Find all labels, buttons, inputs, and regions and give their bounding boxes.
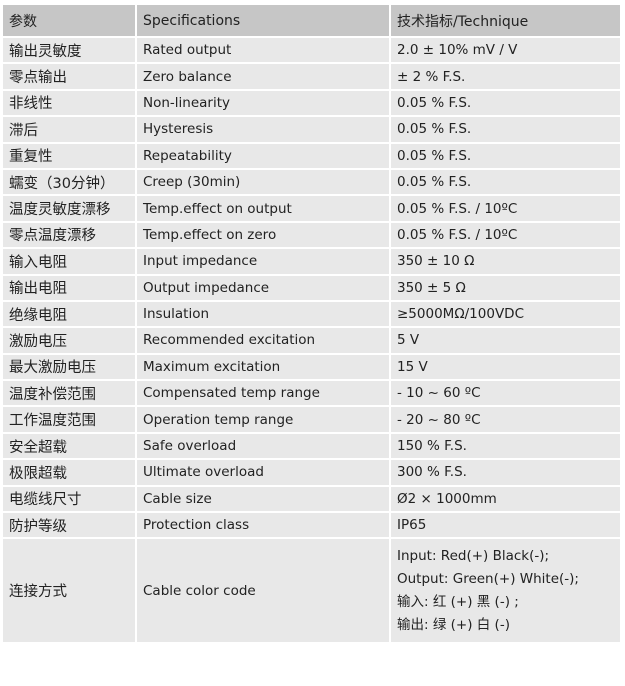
param-cell: 安全超载 bbox=[1, 431, 137, 461]
value-cell: 300 % F.S. bbox=[389, 458, 622, 487]
spec-cell: Cable size bbox=[135, 484, 391, 514]
param-cell: 极限超载 bbox=[1, 458, 137, 487]
value-cell: 2.0 ± 10% mV / V bbox=[389, 35, 622, 65]
value-cell: Ø2 × 1000mm bbox=[389, 484, 622, 514]
value-cell: Input: Red(+) Black(-); Output: Green(+) … bbox=[389, 537, 622, 645]
header-spec: Specifications bbox=[135, 3, 391, 38]
table-row: 绝缘电阻 Insulation ≥5000MΩ/100VDC bbox=[1, 299, 622, 329]
spec-cell: Safe overload bbox=[135, 431, 391, 461]
value-cell: 5 V bbox=[389, 326, 622, 355]
table-row: 温度补偿范围 Compensated temp range - 10 ~ 60 ºC bbox=[1, 379, 622, 408]
value-cell: 0.05 % F.S. bbox=[389, 88, 622, 118]
header-row: 参数 Specifications 技术指标/Technique bbox=[1, 3, 622, 38]
param-cell: 绝缘电阻 bbox=[1, 299, 137, 329]
table-row: 最大激励电压 Maximum excitation 15 V bbox=[1, 352, 622, 382]
value-cell: ≥5000MΩ/100VDC bbox=[389, 299, 622, 329]
param-cell: 电缆线尺寸 bbox=[1, 484, 137, 514]
param-cell: 输入电阻 bbox=[1, 247, 137, 276]
value-cell: 0.05 % F.S. bbox=[389, 115, 622, 144]
table-row: 安全超载 Safe overload 150 % F.S. bbox=[1, 431, 622, 461]
header-param: 参数 bbox=[1, 3, 137, 38]
param-cell: 非线性 bbox=[1, 88, 137, 118]
spec-cell: Protection class bbox=[135, 511, 391, 540]
value-cell: 0.05 % F.S. / 10ºC bbox=[389, 194, 622, 223]
param-cell: 零点温度漂移 bbox=[1, 220, 137, 250]
spec-cell: Output impedance bbox=[135, 273, 391, 302]
spec-cell: Hysteresis bbox=[135, 115, 391, 144]
table-row: 非线性 Non-linearity 0.05 % F.S. bbox=[1, 88, 622, 118]
header-tech: 技术指标/Technique bbox=[389, 3, 622, 38]
table-row: 输出灵敏度 Rated output 2.0 ± 10% mV / V bbox=[1, 35, 622, 65]
spec-cell: Compensated temp range bbox=[135, 379, 391, 408]
spec-cell: Rated output bbox=[135, 35, 391, 65]
value-cell: 0.05 % F.S. bbox=[389, 141, 622, 170]
spec-table: 参数 Specifications 技术指标/Technique 输出灵敏度 Ra… bbox=[1, 3, 622, 645]
value-cell: 0.05 % F.S. bbox=[389, 167, 622, 197]
param-cell: 输出电阻 bbox=[1, 273, 137, 302]
param-cell: 防护等级 bbox=[1, 511, 137, 540]
table-row-cable: 连接方式 Cable color code Input: Red(+) Black(… bbox=[1, 537, 622, 645]
spec-cell: Maximum excitation bbox=[135, 352, 391, 382]
value-cell: - 20 ~ 80 ºC bbox=[389, 405, 622, 434]
spec-cell: Repeatability bbox=[135, 141, 391, 170]
spec-cell: Temp.effect on zero bbox=[135, 220, 391, 250]
spec-cell: Insulation bbox=[135, 299, 391, 329]
param-cell: 输出灵敏度 bbox=[1, 35, 137, 65]
table-row: 防护等级 Protection class IP65 bbox=[1, 511, 622, 540]
spec-cell: Cable color code bbox=[135, 537, 391, 645]
cable-color-line: 输出: 绿 (+) 白 (-) bbox=[397, 616, 510, 633]
value-cell: - 10 ~ 60 ºC bbox=[389, 379, 622, 408]
table-row: 重复性 Repeatability 0.05 % F.S. bbox=[1, 141, 622, 170]
table-row: 零点温度漂移 Temp.effect on zero 0.05 % F.S. / 1… bbox=[1, 220, 622, 250]
table-row: 蠕变（30分钟） Creep (30min) 0.05 % F.S. bbox=[1, 167, 622, 197]
table-row: 输入电阻 Input impedance 350 ± 10 Ω bbox=[1, 247, 622, 276]
value-cell: 150 % F.S. bbox=[389, 431, 622, 461]
spec-cell: Zero balance bbox=[135, 62, 391, 91]
param-cell: 工作温度范围 bbox=[1, 405, 137, 434]
param-cell: 蠕变（30分钟） bbox=[1, 167, 137, 197]
param-cell: 零点输出 bbox=[1, 62, 137, 91]
spec-cell: Operation temp range bbox=[135, 405, 391, 434]
cable-color-line: Input: Red(+) Black(-); bbox=[397, 547, 550, 564]
spec-cell: Ultimate overload bbox=[135, 458, 391, 487]
value-cell: IP65 bbox=[389, 511, 622, 540]
param-cell: 最大激励电压 bbox=[1, 352, 137, 382]
value-cell: 350 ± 5 Ω bbox=[389, 273, 622, 302]
spec-cell: Input impedance bbox=[135, 247, 391, 276]
table-row: 输出电阻 Output impedance 350 ± 5 Ω bbox=[1, 273, 622, 302]
table-row: 零点输出 Zero balance ± 2 % F.S. bbox=[1, 62, 622, 91]
value-cell: ± 2 % F.S. bbox=[389, 62, 622, 91]
value-cell: 350 ± 10 Ω bbox=[389, 247, 622, 276]
spec-cell: Creep (30min) bbox=[135, 167, 391, 197]
spec-cell: Temp.effect on output bbox=[135, 194, 391, 223]
table-row: 极限超载 Ultimate overload 300 % F.S. bbox=[1, 458, 622, 487]
param-cell: 滞后 bbox=[1, 115, 137, 144]
cable-color-line: 输入: 红 (+) 黑 (-) ; bbox=[397, 593, 519, 610]
value-cell: 0.05 % F.S. / 10ºC bbox=[389, 220, 622, 250]
spec-cell: Recommended excitation bbox=[135, 326, 391, 355]
table-row: 温度灵敏度漂移 Temp.effect on output 0.05 % F.S. … bbox=[1, 194, 622, 223]
table-row: 滞后 Hysteresis 0.05 % F.S. bbox=[1, 115, 622, 144]
param-cell: 温度补偿范围 bbox=[1, 379, 137, 408]
table-row: 工作温度范围 Operation temp range - 20 ~ 80 ºC bbox=[1, 405, 622, 434]
param-cell: 激励电压 bbox=[1, 326, 137, 355]
param-cell: 连接方式 bbox=[1, 537, 137, 645]
value-cell: 15 V bbox=[389, 352, 622, 382]
table-row: 电缆线尺寸 Cable size Ø2 × 1000mm bbox=[1, 484, 622, 514]
table-row: 激励电压 Recommended excitation 5 V bbox=[1, 326, 622, 355]
cable-color-line: Output: Green(+) White(-); bbox=[397, 570, 579, 587]
param-cell: 重复性 bbox=[1, 141, 137, 170]
param-cell: 温度灵敏度漂移 bbox=[1, 194, 137, 223]
spec-cell: Non-linearity bbox=[135, 88, 391, 118]
